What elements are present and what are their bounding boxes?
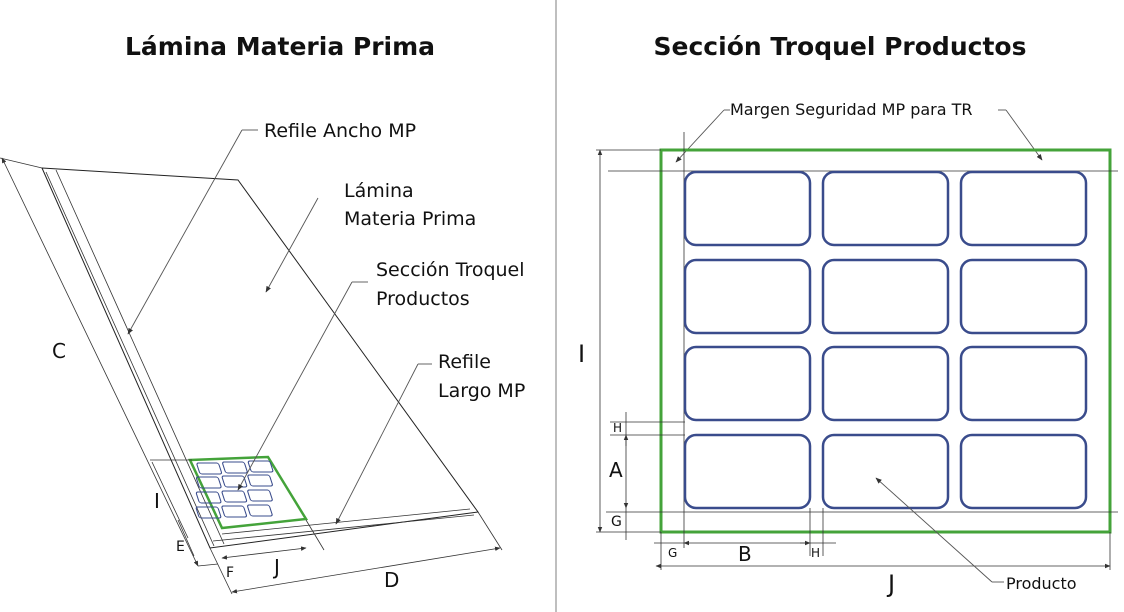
sheet-bottom-inner-2 xyxy=(221,508,471,535)
dim-j-line xyxy=(221,546,307,560)
dim-i-line xyxy=(151,461,189,539)
label-refile-ancho: Refile Ancho MP xyxy=(264,120,416,142)
label-seccion-line1: Sección Troquel xyxy=(376,259,525,281)
left-panel-title: Lámina Materia Prima xyxy=(125,32,435,61)
label-refile-largo-line1: Refile xyxy=(438,351,491,373)
label-lamina-line2: Materia Prima xyxy=(344,208,476,230)
product-cell xyxy=(821,433,950,510)
dim-label-g-vertical: G xyxy=(611,514,622,530)
dim-label-j-right: J xyxy=(886,570,895,598)
leader-refile-largo xyxy=(335,363,419,525)
sheet-inner-edge-2 xyxy=(55,169,225,545)
dim-d-line xyxy=(231,546,501,594)
dim-f-line xyxy=(197,563,219,567)
leader-seccion xyxy=(237,281,353,491)
dim-j-ext xyxy=(305,519,325,551)
dim-label-e: E xyxy=(176,539,185,555)
product-cell xyxy=(959,258,1088,335)
left-panel: Lámina Materia Prima xyxy=(0,32,525,595)
die-section-outline xyxy=(659,148,1112,534)
product-cell xyxy=(959,345,1088,422)
label-producto: Producto xyxy=(1006,574,1077,593)
dim-label-i: I xyxy=(154,489,160,513)
label-lamina-line1: Lámina xyxy=(344,180,414,202)
product-cell xyxy=(821,258,950,335)
dim-e-line xyxy=(177,519,195,557)
product-cell xyxy=(821,170,950,247)
dim-label-j: J xyxy=(272,555,280,579)
product-cell xyxy=(959,170,1088,247)
right-panel-title: Sección Troquel Productos xyxy=(654,32,1027,61)
dim-label-g-horizontal: G xyxy=(668,546,677,560)
leader-lamina xyxy=(265,197,319,293)
sheet-inner-edge xyxy=(45,171,215,547)
label-margen: Margen Seguridad MP para TR xyxy=(730,100,973,119)
die-section-small xyxy=(188,455,309,530)
leader-margen-right xyxy=(1005,109,1043,161)
dim-label-h-vertical: H xyxy=(613,421,622,435)
dim-d-ext-left xyxy=(209,547,233,595)
sheet-bottom-inner xyxy=(212,514,475,542)
product-cell xyxy=(821,345,950,422)
product-cell xyxy=(683,170,812,247)
dim-label-b: B xyxy=(738,542,752,566)
right-panel: Sección Troquel Productos Margen Segurid… xyxy=(578,32,1118,598)
product-cell xyxy=(683,258,812,335)
dim-c-line xyxy=(1,157,199,567)
product-grid xyxy=(683,170,1088,510)
leader-producto xyxy=(875,477,993,583)
dim-label-h-horizontal: H xyxy=(811,546,820,560)
label-seccion-line2: Productos xyxy=(376,288,470,310)
small-product-grid xyxy=(195,460,274,519)
product-cell xyxy=(959,433,1088,510)
label-refile-largo-line2: Largo MP xyxy=(438,380,525,402)
dim-label-c: C xyxy=(52,339,66,363)
product-cell xyxy=(683,433,812,510)
dim-d-ext-right xyxy=(477,511,503,551)
die-section-outline xyxy=(188,455,309,530)
dim-label-i-right: I xyxy=(578,340,585,368)
dim-label-d: D xyxy=(384,568,399,592)
dim-label-a: A xyxy=(609,458,623,482)
leader-refile-ancho xyxy=(127,129,243,335)
product-cell xyxy=(683,345,812,422)
dim-c-ext-top xyxy=(0,157,43,169)
leader-margen-left xyxy=(675,109,725,163)
dim-label-f: F xyxy=(226,565,234,581)
